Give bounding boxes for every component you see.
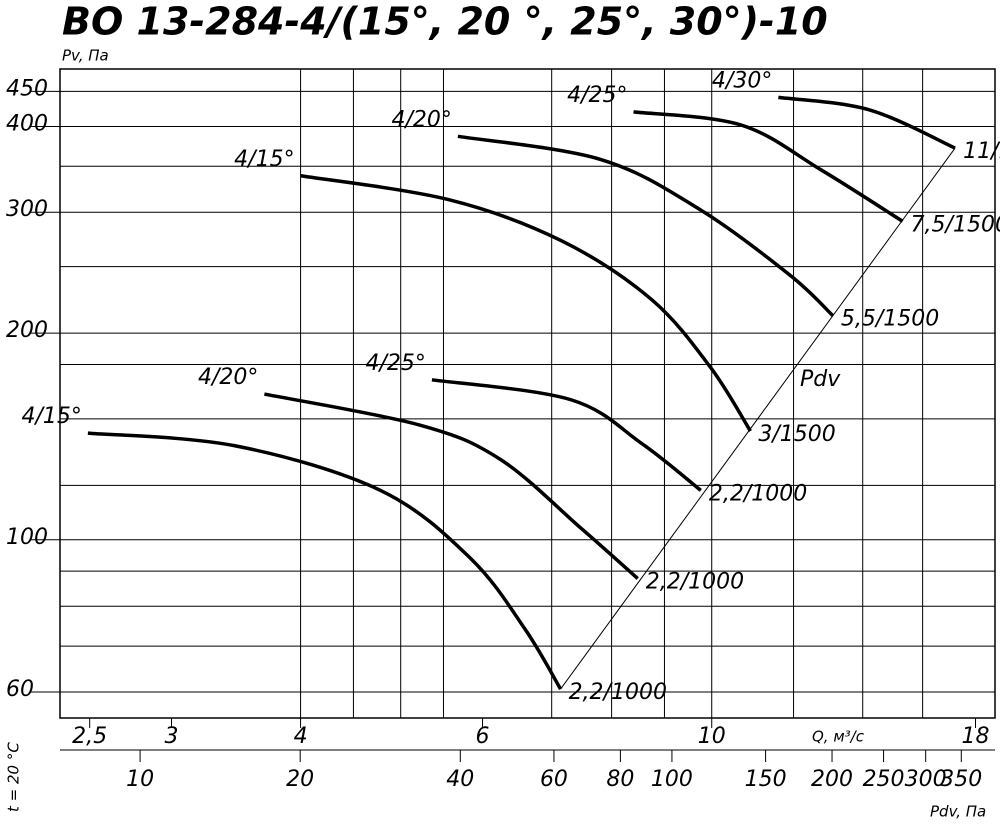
x2-tick-label: 250 [863, 767, 905, 792]
x2-tick-label: 10 [126, 767, 154, 792]
curve-name: 4/15° [234, 147, 294, 172]
curve-name: 4/20° [392, 107, 452, 132]
curve-end-label: 3/1500 [758, 422, 835, 447]
curve-name: 4/25° [567, 83, 627, 108]
x2-tick-label: 300 [905, 767, 947, 792]
curve [264, 392, 639, 580]
y-tick-label: 60 [6, 677, 34, 702]
x-axis-label: Q, м³/с [812, 728, 865, 746]
x2-tick-label: 150 [745, 767, 787, 792]
curve-end-label: 2,2/1000 [569, 680, 667, 705]
x2-tick-label: 40 [446, 767, 474, 792]
curve [87, 431, 563, 690]
curve [431, 378, 702, 492]
pdv-line [560, 147, 956, 690]
curve-end-label: 11/1500 [963, 139, 1000, 164]
x-tick-label: 6 [476, 724, 490, 749]
curve-name: 4/20° [198, 365, 258, 390]
curve-end-label: 2,2/1000 [646, 570, 744, 595]
y-tick-label: 400 [6, 111, 48, 136]
x2-tick-label: 100 [651, 767, 693, 792]
x2-tick-label: 60 [540, 767, 568, 792]
note: t = 20 °C [5, 742, 23, 812]
curve-name: 4/15° [21, 404, 81, 429]
curve [457, 134, 835, 318]
x2-tick-label: 80 [606, 767, 634, 792]
x-tick-label: 4 [294, 724, 308, 749]
curve [633, 110, 904, 223]
curve-end-label: 2,2/1000 [709, 481, 807, 506]
x2-axis-label: Pdv, Па [930, 803, 986, 821]
pdv-line-label: Pdv [800, 367, 841, 392]
y-axis-label: Pv, Па [62, 47, 109, 65]
curve [300, 174, 752, 432]
curve-end-label: 5,5/1500 [841, 307, 939, 332]
curve-name: 4/30° [712, 68, 772, 93]
curve [778, 95, 956, 150]
y-tick-label: 450 [6, 76, 48, 101]
y-tick-label: 300 [6, 197, 48, 222]
x-tick-label: 18 [961, 724, 989, 749]
curve-name: 4/25° [365, 351, 425, 376]
y-tick-label: 100 [6, 525, 48, 550]
chart-title: ВО 13-284-4/(15°, 20 °, 25°, 30°)-10 [62, 0, 828, 44]
y-tick-label: 200 [6, 318, 48, 343]
x-tick-label: 3 [164, 724, 178, 749]
curve-end-label: 7,5/1500 [911, 212, 1000, 237]
plot-frame [59, 68, 996, 719]
x-tick-label: 2,5 [72, 724, 107, 749]
x-tick-label: 10 [698, 724, 726, 749]
x2-tick-label: 350 [940, 767, 982, 792]
x2-tick-label: 20 [286, 767, 314, 792]
x2-tick-label: 200 [811, 767, 853, 792]
